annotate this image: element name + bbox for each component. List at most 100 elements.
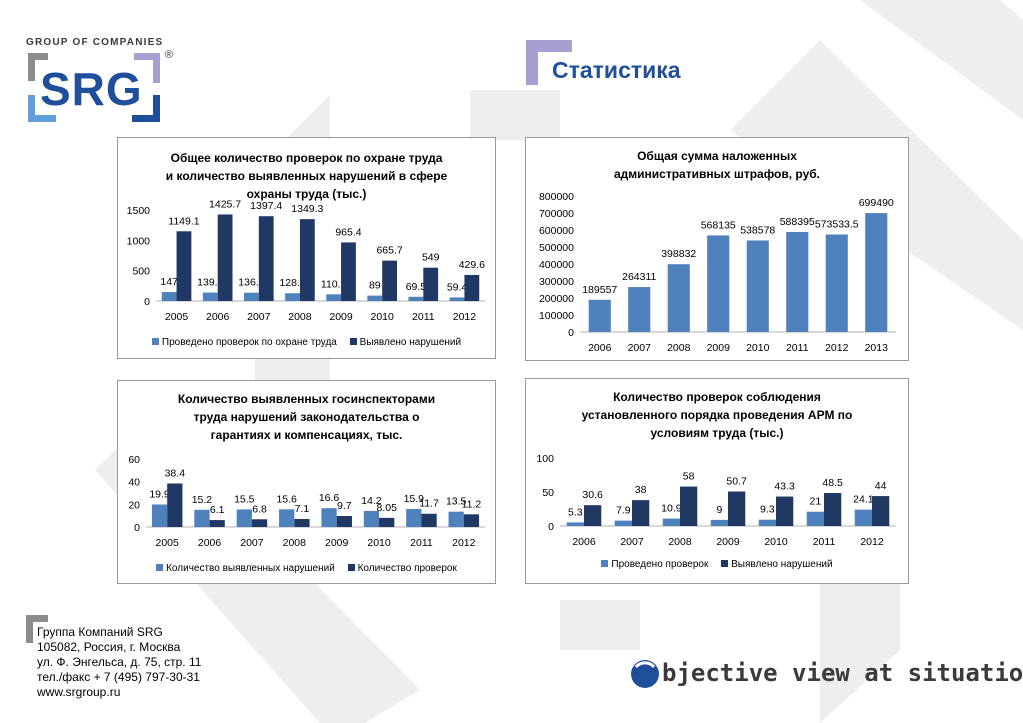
data-label: 89 xyxy=(369,280,381,292)
data-label: 44 xyxy=(875,480,887,492)
bar xyxy=(363,510,380,527)
data-label: 38 xyxy=(635,484,647,496)
data-label: 14.2 xyxy=(361,495,382,507)
chart-title-line: условиям труда (тыс.) xyxy=(650,426,784,440)
data-label: 568135 xyxy=(701,219,736,231)
x-tick-label: 2007 xyxy=(247,311,271,323)
data-label: 59.4 xyxy=(447,281,468,293)
title-corner-mark xyxy=(526,40,572,85)
legend-label: Проведено проверок xyxy=(611,559,709,570)
x-tick-label: 2012 xyxy=(452,537,476,549)
y-tick-label: 200000 xyxy=(539,293,574,305)
company-logo: GROUP OF COMPANIES SRG ® xyxy=(26,37,186,127)
y-tick-label: 300000 xyxy=(539,276,574,288)
x-tick-label: 2008 xyxy=(668,536,692,548)
x-tick-label: 2006 xyxy=(572,536,596,548)
x-tick-label: 2010 xyxy=(746,342,770,354)
chart-title-line: Количество выявленных госинспекторами xyxy=(177,392,436,406)
data-label: 15.2 xyxy=(192,494,213,506)
bar xyxy=(299,219,315,301)
bar xyxy=(588,299,611,332)
logo-text: SRG xyxy=(40,63,143,115)
data-label: 699490 xyxy=(859,197,894,209)
registered-mark: ® xyxy=(165,49,174,61)
chart-guarantees-violations: Количество выявленных госинспекторами тр… xyxy=(117,380,496,584)
data-label: 398832 xyxy=(661,248,696,260)
data-label: 538578 xyxy=(740,224,775,236)
bar xyxy=(285,293,300,301)
y-tick-label: 20 xyxy=(128,499,140,511)
bar xyxy=(758,519,776,526)
bar xyxy=(341,242,356,301)
legend-swatch xyxy=(156,564,164,571)
data-label: 6.1 xyxy=(210,504,225,516)
bar xyxy=(746,240,769,332)
x-tick-label: 2007 xyxy=(628,342,652,354)
data-label: 9.7 xyxy=(337,500,352,512)
data-label: 15.5 xyxy=(234,493,255,505)
legend-swatch xyxy=(601,560,609,567)
bar xyxy=(279,509,295,527)
bar xyxy=(707,235,730,332)
legend-swatch xyxy=(349,338,357,345)
y-tick-label: 800000 xyxy=(539,191,574,203)
bar xyxy=(449,297,465,301)
chart-title: Общая сумма наложенных административных … xyxy=(526,147,908,183)
y-tick-label: 0 xyxy=(548,521,554,533)
bar xyxy=(448,511,464,527)
chart-title-line: административных штрафов, руб. xyxy=(613,167,821,181)
x-tick-label: 2011 xyxy=(410,537,433,549)
data-label: 549 xyxy=(422,252,440,264)
x-tick-label: 2007 xyxy=(620,536,644,548)
chart-inspections-violations: Общее количество проверок по охране труд… xyxy=(117,137,496,359)
bar xyxy=(258,216,274,301)
bar xyxy=(662,518,680,526)
x-tick-label: 2011 xyxy=(786,342,809,354)
x-tick-label: 2006 xyxy=(198,537,222,549)
bar xyxy=(321,508,337,527)
y-tick-label: 1000 xyxy=(127,235,151,247)
x-tick-label: 2009 xyxy=(325,537,349,549)
bar xyxy=(167,483,183,527)
data-label: 1349.3 xyxy=(291,203,323,215)
bar xyxy=(463,514,480,527)
x-tick-label: 2011 xyxy=(412,311,435,323)
legend-item: Выявлено нарушений xyxy=(721,559,833,570)
y-tick-label: 0 xyxy=(144,296,150,308)
legend-label: Количество выявленных нарушений xyxy=(166,563,335,574)
tagline-text: bjective view at situation xyxy=(662,659,1023,687)
y-tick-label: 1500 xyxy=(127,205,151,217)
data-label: 429.6 xyxy=(459,259,485,271)
x-tick-label: 2010 xyxy=(764,536,788,548)
footer-phone: тел./факс + 7 (495) 797-30-31 xyxy=(37,670,200,684)
legend-label: Выявлено нарушений xyxy=(731,559,833,570)
chart-plot-area: 0 50 100 2006 2007 2008 2009 2010 2011 2012 5.3 7.9… xyxy=(536,453,896,548)
data-label: 43.3 xyxy=(774,481,795,493)
data-label: 16.6 xyxy=(319,492,340,504)
y-tick-label: 0 xyxy=(568,327,574,339)
data-label: 5.3 xyxy=(568,506,583,518)
footer-website[interactable]: www.srgroup.ru xyxy=(37,685,121,699)
data-label: 665.7 xyxy=(376,245,402,257)
group-label: GROUP OF COMPANIES xyxy=(26,37,164,48)
bar xyxy=(806,511,824,526)
y-tick-label: 500000 xyxy=(539,242,574,254)
bar xyxy=(161,292,177,301)
chart-title-line: и количество выявленных нарушений в сфер… xyxy=(165,169,448,183)
bar xyxy=(194,509,210,527)
data-label: 6.8 xyxy=(252,503,267,515)
bar xyxy=(244,292,259,301)
bar xyxy=(336,516,352,527)
bar xyxy=(382,260,397,301)
bar xyxy=(423,267,439,301)
y-tick-label: 60 xyxy=(128,454,140,466)
x-tick-label: 2009 xyxy=(707,342,731,354)
data-label: 8.05 xyxy=(376,502,397,514)
bar xyxy=(632,500,650,526)
data-label: 11.7 xyxy=(419,498,439,510)
chart-legend: Проведено проверок по охране труда Выявл… xyxy=(118,337,495,348)
bar xyxy=(326,294,342,301)
chart-title: Общее количество проверок по охране труд… xyxy=(118,149,495,203)
chart-title-line: установленного порядка проведения АРМ по xyxy=(581,408,853,422)
legend-swatch xyxy=(151,338,159,345)
